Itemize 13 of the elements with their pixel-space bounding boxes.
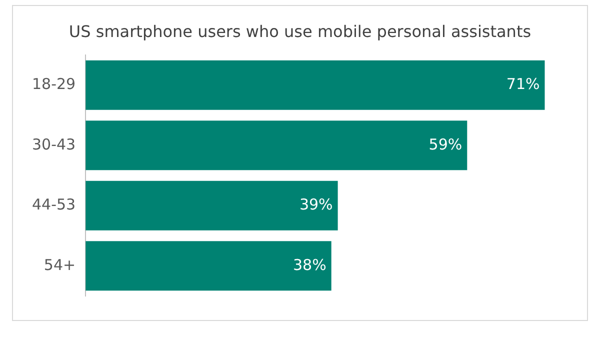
chart-title: US smartphone users who use mobile personal assistants: [68, 22, 532, 41]
data-label: 38%: [292, 256, 326, 274]
bar: [86, 180, 338, 230]
y-tick-label: 30-43: [32, 135, 76, 154]
bar: [86, 120, 468, 170]
y-tick-label: 54+: [44, 256, 76, 274]
bar: [86, 60, 545, 110]
bar: [86, 241, 332, 291]
data-label: 71%: [506, 75, 540, 94]
data-label: 39%: [299, 196, 333, 214]
y-tick-label: 44-53: [32, 196, 76, 214]
y-tick-label: 18-29: [32, 75, 76, 94]
data-label: 59%: [428, 135, 462, 154]
